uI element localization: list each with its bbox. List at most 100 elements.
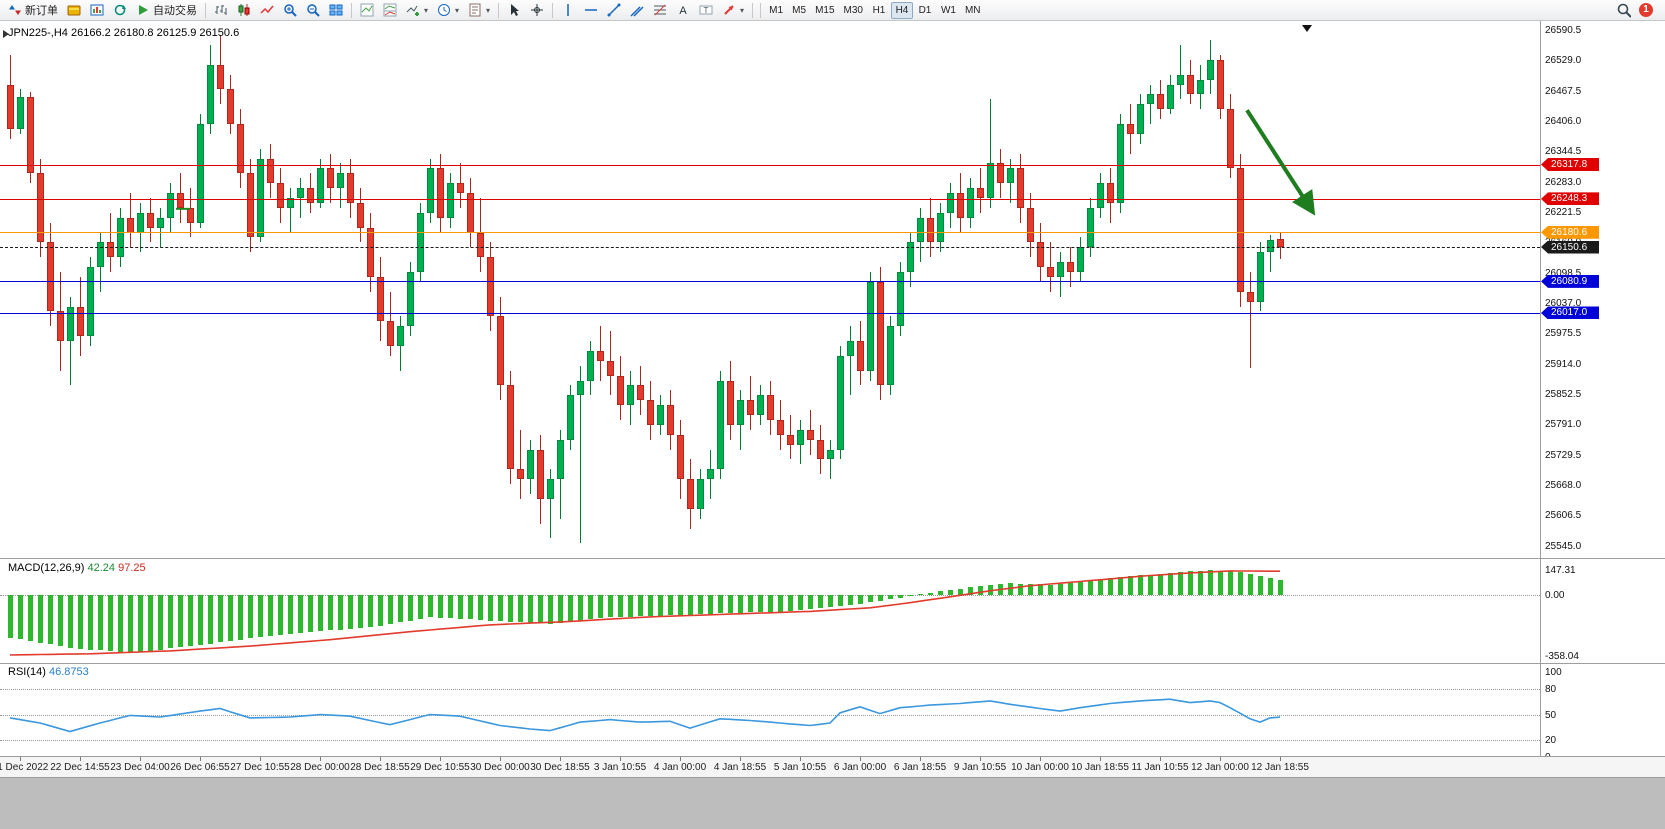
market-watch-button[interactable] — [63, 1, 85, 19]
text-button[interactable]: A — [672, 1, 694, 19]
horizontal-line-button[interactable] — [580, 1, 602, 19]
candle — [1157, 94, 1164, 110]
period-button[interactable]: ▾ — [433, 1, 463, 19]
candle — [1207, 59, 1214, 80]
new-chart-button[interactable] — [86, 1, 108, 19]
candle — [817, 439, 824, 460]
candle — [417, 212, 424, 272]
timeframe-m5-button[interactable]: M5 — [788, 2, 810, 19]
time-axis-label: 12 Jan 00:00 — [1191, 762, 1249, 773]
refresh-button[interactable] — [109, 1, 131, 19]
candle — [1277, 239, 1284, 248]
fibonacci-button[interactable] — [649, 1, 671, 19]
add-indicator-icon — [406, 3, 420, 17]
candle — [27, 96, 34, 174]
one-click-trading-toggle[interactable] — [3, 30, 9, 38]
time-axis-label: 22 Dec 14:55 — [50, 762, 110, 773]
new-order-button[interactable]: 新订单 — [4, 1, 62, 19]
candle — [847, 341, 854, 356]
candle — [597, 350, 604, 361]
candle-wick — [1270, 234, 1271, 272]
zoom-in-button[interactable] — [279, 1, 301, 19]
indicator-window-button[interactable] — [356, 1, 378, 19]
indicator-list-button[interactable] — [379, 1, 401, 19]
candle — [547, 479, 554, 499]
equidistant-channel-button[interactable] — [626, 1, 648, 19]
template-button[interactable]: ▾ — [464, 1, 494, 19]
candle — [177, 193, 184, 208]
panel-separator-main-macd[interactable] — [0, 558, 1665, 559]
candle — [117, 217, 124, 258]
timeframe-mn-button[interactable]: MN — [961, 2, 985, 19]
time-tick — [560, 757, 561, 761]
candle — [987, 163, 994, 198]
line-chart-button[interactable] — [256, 1, 278, 19]
candle — [1087, 207, 1094, 248]
bars-icon — [214, 3, 228, 17]
timeframe-w1-button[interactable]: W1 — [937, 2, 960, 19]
timeframe-m15-button[interactable]: M15 — [811, 2, 838, 19]
candle — [347, 173, 354, 203]
trendline-button[interactable] — [603, 1, 625, 19]
search-icon[interactable] — [1617, 3, 1631, 18]
rsi-level-line — [0, 714, 1540, 716]
candle-wick — [300, 178, 301, 218]
candle — [697, 479, 704, 509]
bar-chart-button[interactable] — [210, 1, 232, 19]
toolbar-separator — [205, 2, 206, 18]
candle — [587, 350, 594, 381]
dropdown-arrow-icon: ▾ — [486, 5, 491, 15]
timeframe-d1-button[interactable]: D1 — [914, 2, 936, 19]
candle — [617, 375, 624, 406]
time-axis-label: 9 Jan 10:55 — [953, 762, 1007, 773]
cursor-button[interactable] — [503, 1, 525, 19]
channel-icon — [630, 3, 644, 17]
candle — [257, 158, 264, 238]
arrows-button[interactable]: ▾ — [718, 1, 748, 19]
crosshair-button[interactable] — [526, 1, 548, 19]
add-indicator-button[interactable]: ▾ — [402, 1, 432, 19]
dropdown-arrow-icon: ▾ — [740, 5, 745, 15]
timeframe-m30-button[interactable]: M30 — [840, 2, 867, 19]
chart-shift-marker[interactable] — [1302, 25, 1312, 32]
candle — [707, 469, 714, 480]
macd-label: MACD(12,26,9) 42.24 97.25 — [8, 562, 146, 574]
candle — [47, 242, 54, 312]
candle — [807, 429, 814, 440]
candle — [457, 183, 464, 194]
candle — [1167, 84, 1174, 110]
price-axis-label: 25852.5 — [1545, 389, 1582, 401]
text-label-button[interactable]: T — [695, 1, 717, 19]
candles-icon — [237, 3, 251, 17]
tile-windows-button[interactable] — [325, 1, 347, 19]
zoom-out-button[interactable] — [302, 1, 324, 19]
timeframe-h4-button[interactable]: H4 — [890, 1, 913, 19]
candle-wick — [850, 326, 851, 396]
candlestick-chart-button[interactable] — [233, 1, 255, 19]
price-axis-label: 26590.5 — [1545, 25, 1582, 36]
vline-icon — [561, 3, 575, 17]
rsi-panel[interactable] — [0, 0, 1540, 829]
time-axis-label: 27 Dec 10:55 — [230, 762, 290, 773]
vertical-line-button[interactable] — [557, 1, 579, 19]
time-tick — [1040, 757, 1041, 761]
algo-trading-button[interactable]: 自动交易 — [132, 1, 201, 19]
time-tick — [680, 757, 681, 761]
timeframe-m1-button[interactable]: M1 — [765, 2, 787, 19]
candle — [787, 434, 794, 445]
candle — [557, 439, 564, 480]
time-axis-label: 28 Dec 00:00 — [290, 762, 350, 773]
price-axis[interactable]: 26590.5 26529.0 26467.5 26406.0 26344.5 26283… — [1540, 21, 1665, 756]
candle — [907, 242, 914, 272]
price-chart-panel[interactable] — [0, 21, 1540, 756]
candle — [567, 395, 574, 440]
candle — [227, 89, 234, 124]
toolbar-separator — [498, 2, 500, 18]
panel-separator-macd-rsi[interactable] — [0, 663, 1665, 664]
time-axis-label: 6 Jan 18:55 — [893, 762, 947, 773]
timeframe-h1-button[interactable]: H1 — [868, 2, 890, 19]
candle — [77, 306, 84, 337]
notification-badge[interactable]: 1 — [1639, 3, 1653, 17]
